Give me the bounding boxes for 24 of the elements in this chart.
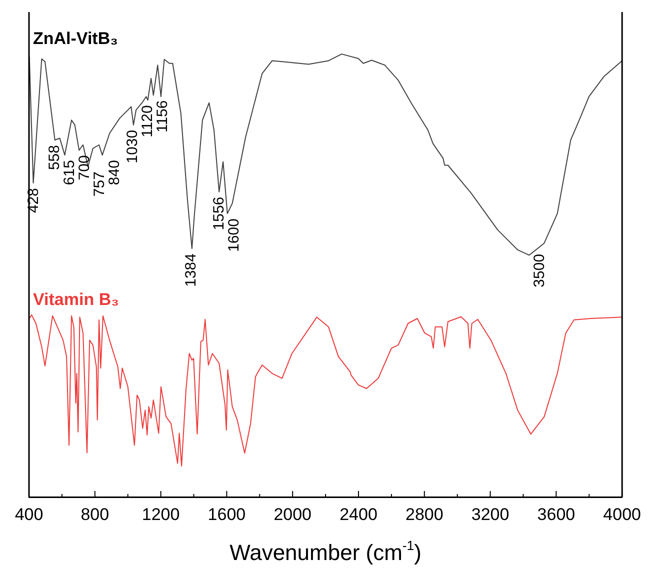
annotation: 1120: [138, 105, 156, 138]
x-tick-label: 1600: [208, 504, 246, 524]
annotation: 700: [76, 155, 94, 180]
annotation: 1600: [226, 218, 243, 252]
annotation: 1030: [124, 130, 141, 164]
annotation: 840: [106, 160, 124, 186]
series-label: Vitamin B₃: [33, 290, 119, 309]
x-tick-label: 2800: [405, 504, 444, 524]
x-tick-label: 2400: [340, 504, 378, 524]
x-tick-label: 3600: [537, 504, 576, 524]
x-tick-label: 3200: [471, 504, 510, 524]
series-label: ZnAl-VitB₃: [33, 29, 118, 48]
annotation: 558: [46, 145, 64, 170]
x-tick-label: 2000: [274, 504, 312, 524]
annotation: 1156: [154, 100, 171, 133]
annotation: 615: [61, 160, 78, 186]
x-tick-label: 800: [80, 504, 110, 524]
annotation: 3500: [530, 254, 548, 288]
x-tick-label: 400: [14, 504, 44, 524]
annotation: 1556: [210, 196, 228, 230]
annotation: 757: [91, 172, 108, 197]
x-tick-label: 4000: [603, 504, 642, 524]
x-tick-label: 1200: [142, 504, 180, 524]
annotation: 1384: [182, 254, 200, 287]
